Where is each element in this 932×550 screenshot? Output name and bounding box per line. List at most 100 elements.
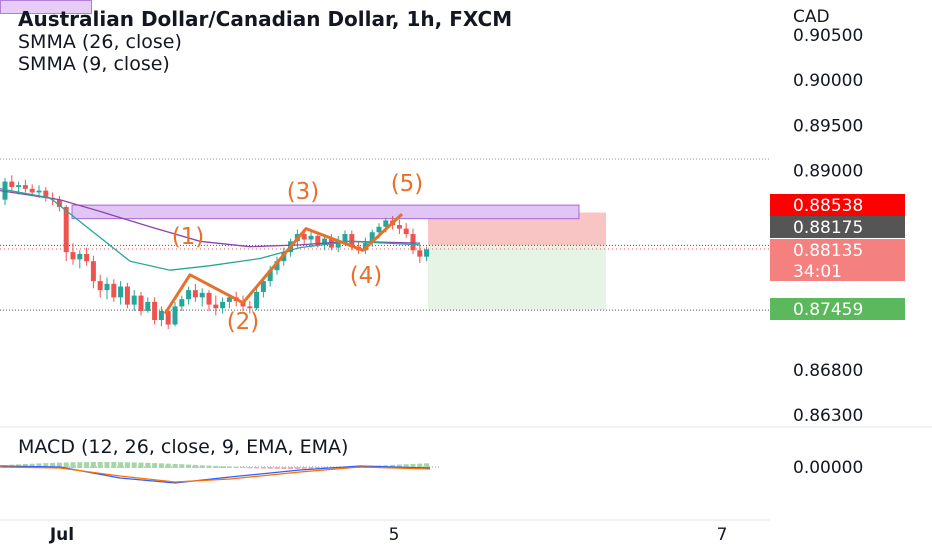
price-tag — [770, 298, 905, 320]
candle — [97, 281, 103, 291]
candle — [226, 297, 232, 302]
macd-histogram-bar — [274, 467, 280, 469]
candle — [424, 249, 430, 257]
candle — [192, 290, 198, 298]
elliott-wave-path — [163, 213, 404, 315]
currency-label: CAD — [793, 7, 830, 27]
macd-histogram-bar — [56, 462, 62, 468]
macd-histogram-bar — [118, 462, 124, 468]
candle — [16, 185, 22, 187]
macd-histogram-bar — [111, 462, 117, 468]
candle — [138, 295, 144, 311]
take-profit-zone — [428, 245, 606, 311]
macd-histogram-bar — [396, 464, 402, 468]
y-tick-label: 0.86800 — [793, 361, 863, 381]
macd-histogram-bar — [308, 467, 314, 469]
candle — [213, 304, 219, 309]
candle — [63, 206, 69, 253]
candle — [254, 291, 260, 309]
macd-histogram-bar — [424, 463, 430, 468]
countdown-label: 34:01 — [793, 262, 842, 282]
macd-histogram-bar — [267, 467, 273, 469]
macd-histogram-bar — [63, 462, 69, 468]
smma26-line — [0, 189, 421, 248]
wave-label-5: (5) — [391, 171, 424, 197]
candle — [369, 232, 375, 244]
macd-histogram-bar — [165, 463, 171, 468]
macd-histogram-bar — [254, 467, 260, 469]
candle — [383, 220, 389, 227]
macd-histogram-bar — [294, 467, 300, 469]
candle — [308, 235, 314, 240]
macd-histogram-bar — [138, 462, 144, 468]
candle — [322, 238, 328, 245]
macd-histogram-bar — [301, 467, 307, 469]
x-tick-label: 5 — [389, 525, 400, 545]
macd-histogram-bar — [288, 467, 294, 469]
macd-legend: MACD (12, 26, close, 9, EMA, EMA) — [18, 436, 349, 458]
price-tag-label: 0.88135 — [793, 241, 863, 261]
macd-histogram-bar — [77, 462, 83, 468]
candle — [342, 234, 348, 242]
candle — [301, 234, 307, 240]
candle — [376, 226, 382, 233]
macd-histogram-bar — [90, 462, 96, 468]
candle — [403, 228, 409, 235]
candle — [335, 241, 341, 248]
macd-histogram-bar — [315, 467, 321, 469]
macd-histogram-bar — [199, 465, 205, 468]
wave-label-1: (1) — [172, 224, 205, 250]
macd-histogram-bar — [240, 467, 246, 469]
candle — [145, 301, 151, 311]
x-tick-label: Jul — [49, 525, 74, 545]
macd-histogram-bar — [179, 464, 185, 468]
candle — [36, 190, 42, 193]
macd-histogram-bar — [410, 463, 416, 468]
candle — [349, 234, 355, 247]
candle — [396, 225, 402, 229]
chart-title: Australian Dollar/Canadian Dollar, 1h, F… — [18, 7, 513, 31]
candle — [206, 292, 212, 305]
macd-histogram-bar — [36, 463, 42, 468]
macd-histogram-bar — [206, 465, 212, 468]
price-tag — [770, 194, 905, 216]
candle — [186, 290, 192, 300]
candle — [165, 310, 171, 325]
macd-histogram-bar — [213, 465, 219, 468]
price-tag — [770, 216, 905, 238]
candle — [84, 253, 90, 262]
candle — [124, 286, 130, 305]
macd-histogram-bar — [226, 466, 232, 468]
candle — [22, 185, 28, 189]
candle — [417, 250, 423, 257]
macd-histogram-bar — [145, 462, 151, 468]
candle — [2, 181, 8, 200]
candle — [152, 301, 158, 320]
macd-histogram-bar — [260, 467, 266, 469]
candle — [77, 253, 83, 260]
candle — [29, 188, 35, 193]
x-tick-label: 7 — [717, 525, 728, 545]
price-tag-label: 0.88538 — [793, 196, 863, 216]
y-tick-label: 0.90000 — [793, 71, 863, 91]
macd-histogram-bar — [281, 467, 287, 469]
macd-histogram-bar — [104, 462, 110, 468]
macd-histogram-bar — [220, 466, 226, 468]
candle — [220, 301, 226, 309]
drawing-rectangle-fragment[interactable] — [0, 0, 92, 14]
macd-histogram-bar — [84, 462, 90, 468]
candle — [56, 199, 62, 207]
macd-histogram-bar — [158, 463, 164, 468]
macd-histogram-bar — [29, 463, 35, 468]
macd-histogram-bar — [50, 462, 56, 468]
macd-histogram-bar — [186, 464, 192, 468]
macd-histogram-bar — [124, 462, 130, 468]
candle — [118, 286, 124, 298]
macd-histogram-bar — [97, 462, 103, 468]
macd-histogram-bar — [70, 462, 76, 468]
candle — [104, 283, 110, 291]
macd-histogram-bar — [233, 466, 239, 468]
macd-histogram-bar — [131, 462, 137, 468]
wave-label-3: (3) — [287, 179, 320, 205]
